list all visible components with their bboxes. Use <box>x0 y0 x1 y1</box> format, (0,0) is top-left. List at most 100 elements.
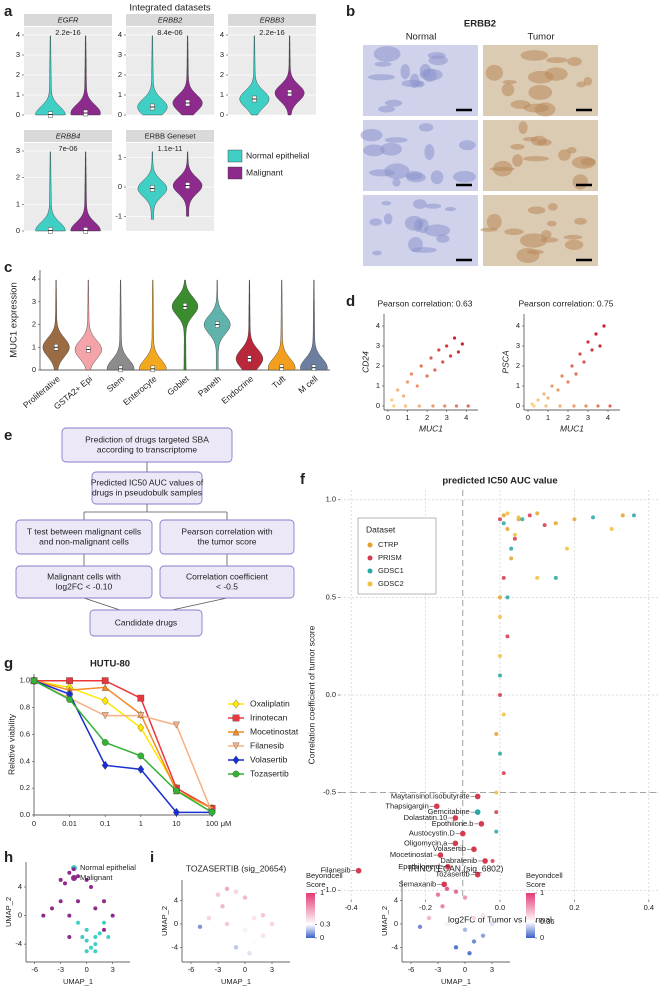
x-tick-label: 4 <box>464 413 468 422</box>
y-tick-label: 0 <box>16 226 20 235</box>
marker <box>101 677 109 685</box>
point <box>89 945 93 950</box>
point <box>460 342 464 346</box>
y-tick-label: -1.0 <box>323 885 336 894</box>
tissue-texture <box>510 100 531 109</box>
flow-text: and non-malignant cells <box>39 536 129 546</box>
tissue-texture <box>526 249 544 255</box>
point <box>63 881 67 886</box>
point <box>67 870 72 875</box>
violin <box>74 279 102 371</box>
line <box>34 679 213 809</box>
x-tick-label: 10 <box>172 819 180 828</box>
point <box>512 536 517 541</box>
flow-text: drugs in pseudobulk samples <box>92 487 202 497</box>
chart-title: Pearson correlation: 0.75 <box>519 298 614 308</box>
point <box>542 392 546 396</box>
y-tick-label: 0.5 <box>326 592 336 601</box>
y-tick-label: 1 <box>118 153 122 162</box>
tissue-texture <box>459 140 476 151</box>
tissue-texture <box>528 84 553 100</box>
y-axis-label: UMAP_2 <box>160 906 169 936</box>
point <box>390 398 394 402</box>
y-tick-label: 4 <box>376 321 380 330</box>
colorbar-label: 0 <box>540 933 544 942</box>
x-tick-label: 3 <box>490 965 494 974</box>
annotation-label: Mocetinostat <box>390 850 433 859</box>
legend-marker <box>71 875 77 881</box>
point <box>591 515 596 520</box>
point <box>396 388 400 392</box>
point <box>93 906 98 911</box>
point <box>501 712 506 717</box>
point <box>546 396 550 400</box>
legend-marker <box>232 770 240 778</box>
tissue-texture <box>428 55 448 66</box>
y-tick-label: 0.0 <box>326 690 336 699</box>
legend-label: Irinotecan <box>250 712 288 722</box>
point <box>535 511 540 516</box>
tissue-texture <box>419 68 443 81</box>
point <box>102 899 106 904</box>
tissue-texture <box>576 81 586 88</box>
tissue-texture <box>430 170 444 185</box>
marker <box>137 712 145 720</box>
y-tick-label: 1 <box>32 342 36 351</box>
y-tick-label: 4 <box>220 30 224 39</box>
panel-label: e <box>4 427 12 444</box>
legend-marker <box>232 714 240 722</box>
point <box>542 523 547 528</box>
colorbar-label: 0 <box>320 933 324 942</box>
tissue-texture <box>510 143 525 150</box>
point <box>467 950 472 956</box>
x-axis-label: log2FC of Tumor vs Normal <box>448 914 552 924</box>
x-tick-label: 1 <box>546 413 550 422</box>
annotated-point <box>470 846 478 853</box>
point <box>417 924 423 930</box>
point <box>530 402 534 406</box>
strip-label: ERBB2 <box>158 15 183 24</box>
annotation-label: Dabrafenib <box>440 856 477 865</box>
chart-title: IRINOTECAN (sig_6802) <box>409 863 504 873</box>
point <box>536 398 540 402</box>
legend-marker <box>232 755 240 765</box>
legend-label: PRISM <box>378 553 402 562</box>
annotation-label: Dolastatin.10 <box>404 813 448 822</box>
tissue-texture <box>424 224 451 237</box>
x-tick-label: Stem <box>105 374 127 394</box>
point <box>453 889 459 895</box>
column-label: Tumor <box>527 32 554 43</box>
legend-title: Score <box>526 880 546 889</box>
annotation-label: Maytansinol.isobutyrate <box>391 792 470 801</box>
panel-label: d <box>346 293 355 310</box>
annotated-point <box>474 793 481 800</box>
point <box>532 404 536 408</box>
point <box>58 877 63 882</box>
point <box>572 517 577 522</box>
point <box>512 532 517 537</box>
flow-text: Correlation coefficient <box>186 571 269 581</box>
colorbar <box>306 893 315 938</box>
annotation-label: Tozasertib <box>435 870 469 879</box>
p-value: 1.1e-11 <box>158 144 183 153</box>
x-tick-label: 1 <box>405 413 409 422</box>
point <box>89 885 93 889</box>
y-tick-label: 2 <box>16 173 20 182</box>
y-axis-label: Correlation coefficient of tumor score <box>306 625 316 764</box>
marker <box>208 808 216 816</box>
x-tick-label: 0.2 <box>569 903 579 912</box>
marker <box>66 696 73 703</box>
point <box>444 886 450 892</box>
p-value: 2.2e-16 <box>55 28 80 37</box>
point <box>67 935 72 939</box>
point <box>448 354 453 358</box>
y-tick-label: -1 <box>115 211 122 220</box>
annotated-point <box>474 808 481 816</box>
tissue-texture <box>367 74 395 81</box>
y-tick-label: 3 <box>118 50 122 59</box>
flow-text: Pearson correlation with <box>181 526 272 536</box>
point <box>489 921 495 927</box>
point <box>110 913 115 918</box>
point <box>509 546 514 551</box>
panel-label: g <box>4 655 13 672</box>
